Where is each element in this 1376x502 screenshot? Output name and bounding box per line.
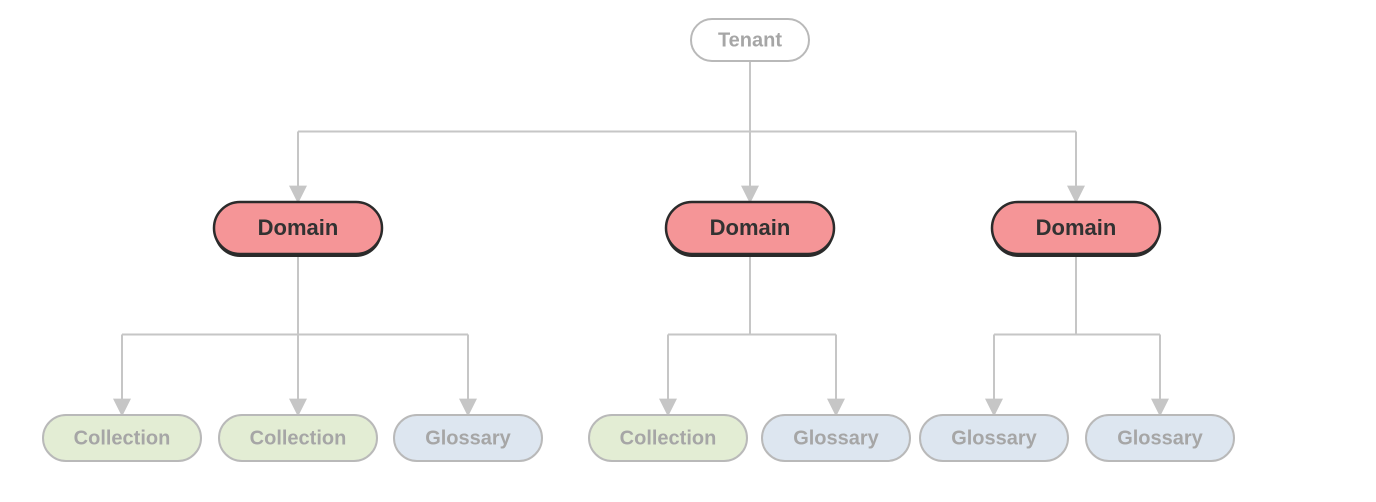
node-glo3: Glossary (920, 415, 1068, 461)
nodes-layer: Tenant Domain Domain Domain Collection Collec… (43, 19, 1234, 461)
node-label: Tenant (718, 29, 782, 51)
node-label: Collection (620, 427, 717, 449)
node-glo1: Glossary (394, 415, 542, 461)
node-label: Glossary (951, 427, 1037, 449)
hierarchy-diagram: Tenant Domain Domain Domain Collection Collec… (0, 0, 1376, 502)
node-glo4: Glossary (1086, 415, 1234, 461)
node-col2: Collection (219, 415, 377, 461)
node-label: Collection (74, 427, 171, 449)
node-label: Glossary (793, 427, 879, 449)
node-label: Domain (1036, 215, 1117, 240)
node-dom2: Domain (666, 202, 834, 257)
node-label: Collection (250, 427, 347, 449)
node-tenant: Tenant (691, 19, 809, 61)
node-label: Domain (710, 215, 791, 240)
node-dom1: Domain (214, 202, 382, 257)
node-glo2: Glossary (762, 415, 910, 461)
node-label: Glossary (1117, 427, 1203, 449)
node-col3: Collection (589, 415, 747, 461)
node-col1: Collection (43, 415, 201, 461)
node-label: Domain (258, 215, 339, 240)
node-label: Glossary (425, 427, 511, 449)
node-dom3: Domain (992, 202, 1160, 257)
